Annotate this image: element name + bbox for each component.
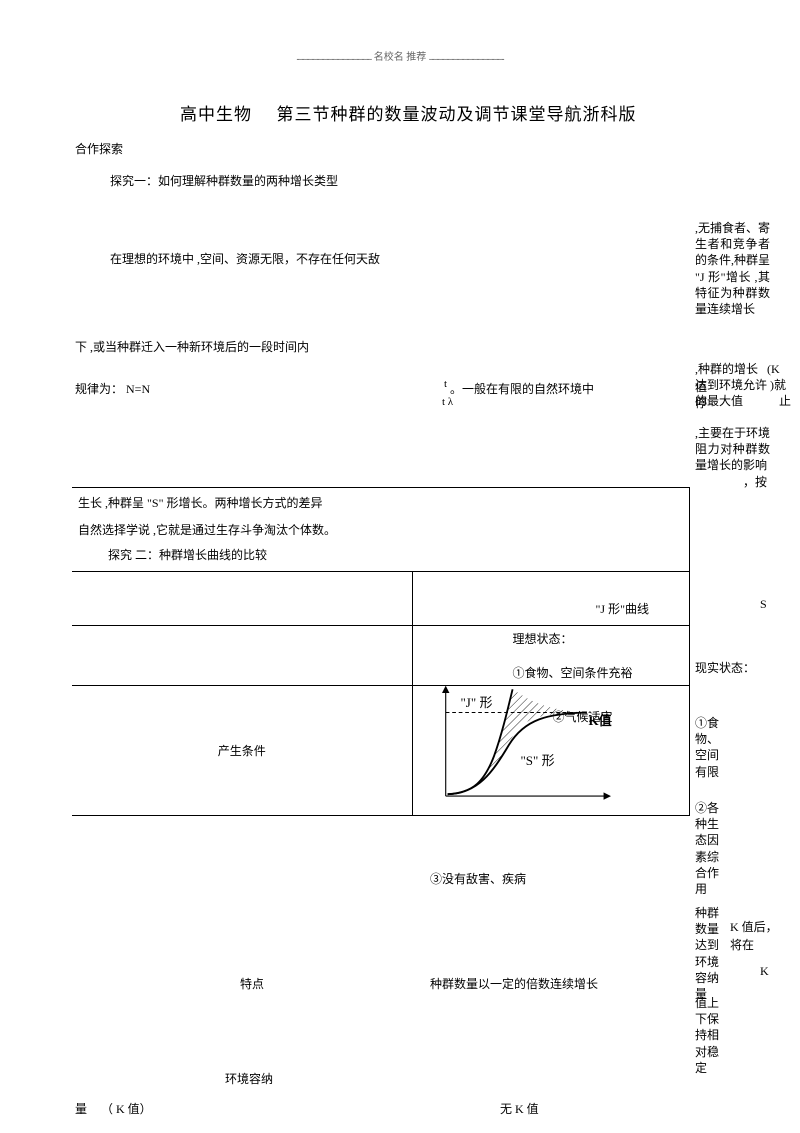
side-feat-c: K bbox=[760, 962, 769, 980]
section-heading-1: 合作探索 bbox=[75, 140, 123, 158]
row-label-feature: 特点 bbox=[240, 975, 264, 993]
growth-curve-chart bbox=[425, 680, 615, 810]
paragraph-2: 下 ,或当种群迁入一种新环境后的一段时间内 bbox=[75, 338, 309, 356]
page-header: ........................................… bbox=[140, 48, 660, 63]
table-intro-1: 生长 ,种群呈 "S" 形增长。两种增长方式的差异 bbox=[78, 494, 683, 511]
cell-ideal-state: 理想状态： bbox=[513, 630, 573, 647]
cell-cond-3: ③没有敌害、疾病 bbox=[430, 870, 526, 888]
cell-feature-j: 种群数量以一定的倍数连续增长 bbox=[430, 975, 598, 993]
side-feat-d: 值上下保持相对稳定 bbox=[695, 995, 725, 1076]
formula-tail: 。一般在有限的自然环境中 bbox=[450, 380, 594, 398]
formula-eq: N=N bbox=[126, 382, 150, 396]
paragraph-1: 在理想的环境中 ,空间、资源无限，不存在任何天敌 bbox=[110, 250, 380, 268]
side-note-2d: 的最大值 止 bbox=[695, 392, 791, 410]
comparison-table: 生长 ,种群呈 "S" 形增长。两种增长方式的差异 自然选择学说 ,它就是通过生… bbox=[72, 487, 690, 816]
row-label-capacity: 环境容纳 bbox=[225, 1070, 273, 1088]
header-center: 名校名 推荐 bbox=[374, 52, 427, 63]
header-decor-right: ........................................… bbox=[429, 52, 504, 62]
title-subject: 高中生物 bbox=[180, 105, 252, 124]
formula-label: 规律为： N=N bbox=[75, 380, 150, 398]
side-real-state: 现实状态： bbox=[695, 660, 755, 676]
side-note-3b: ，按 bbox=[695, 473, 767, 491]
chart-label-s: "S" 形 bbox=[521, 750, 555, 769]
row-label-conditions: 产生条件 bbox=[218, 744, 266, 758]
header-decor-left: ........................................… bbox=[296, 52, 371, 62]
cell-cond-1: ①食物、空间条件充裕 bbox=[513, 664, 633, 681]
title-chapter: 第三节种群的数量波动及调节课堂导航浙科版 bbox=[277, 105, 637, 124]
side-feat-b: K 值后，将在 bbox=[730, 918, 780, 954]
formula-super: t bbox=[444, 376, 447, 393]
cell-cond-2: ②气候适宜 bbox=[553, 708, 613, 725]
side-note-3: ,主要在于环境阻力对种群数量增长的影响 bbox=[695, 425, 770, 474]
subsection-2: 探究 二：种群增长曲线的比较 bbox=[78, 546, 683, 563]
side-note-1: ,无捕食者、寄生者和竞争者的条件,种群呈 "J 形"增长 ,其特征为种群数量连续… bbox=[695, 220, 770, 317]
document-title: 高中生物 第三节种群的数量波动及调节课堂导航浙科版 bbox=[180, 100, 637, 125]
formula-sub: t λ bbox=[442, 394, 453, 411]
col-header-j: "J 形"曲线 bbox=[596, 600, 649, 617]
formula-prefix: 规律为： bbox=[75, 382, 123, 396]
table-intro-2: 自然选择学说 ,它就是通过生存斗争淘汰个体数。 bbox=[78, 521, 683, 538]
side-char-s: S bbox=[760, 595, 767, 613]
cell-no-k: 无 K 值 bbox=[500, 1100, 539, 1118]
side-cond-1: ①食物、空间有限 bbox=[695, 715, 723, 780]
side-feat-a: 种群数量达到环境容纳量 bbox=[695, 905, 725, 1002]
capacity-unit: 量 （ K 值） bbox=[75, 1100, 152, 1118]
subsection-1: 探究一：如何理解种群数量的两种增长类型 bbox=[110, 172, 338, 190]
side-cond-2: ②各种生态因素综合作用 bbox=[695, 800, 723, 897]
chart-label-j: "J" 形 bbox=[461, 692, 493, 711]
